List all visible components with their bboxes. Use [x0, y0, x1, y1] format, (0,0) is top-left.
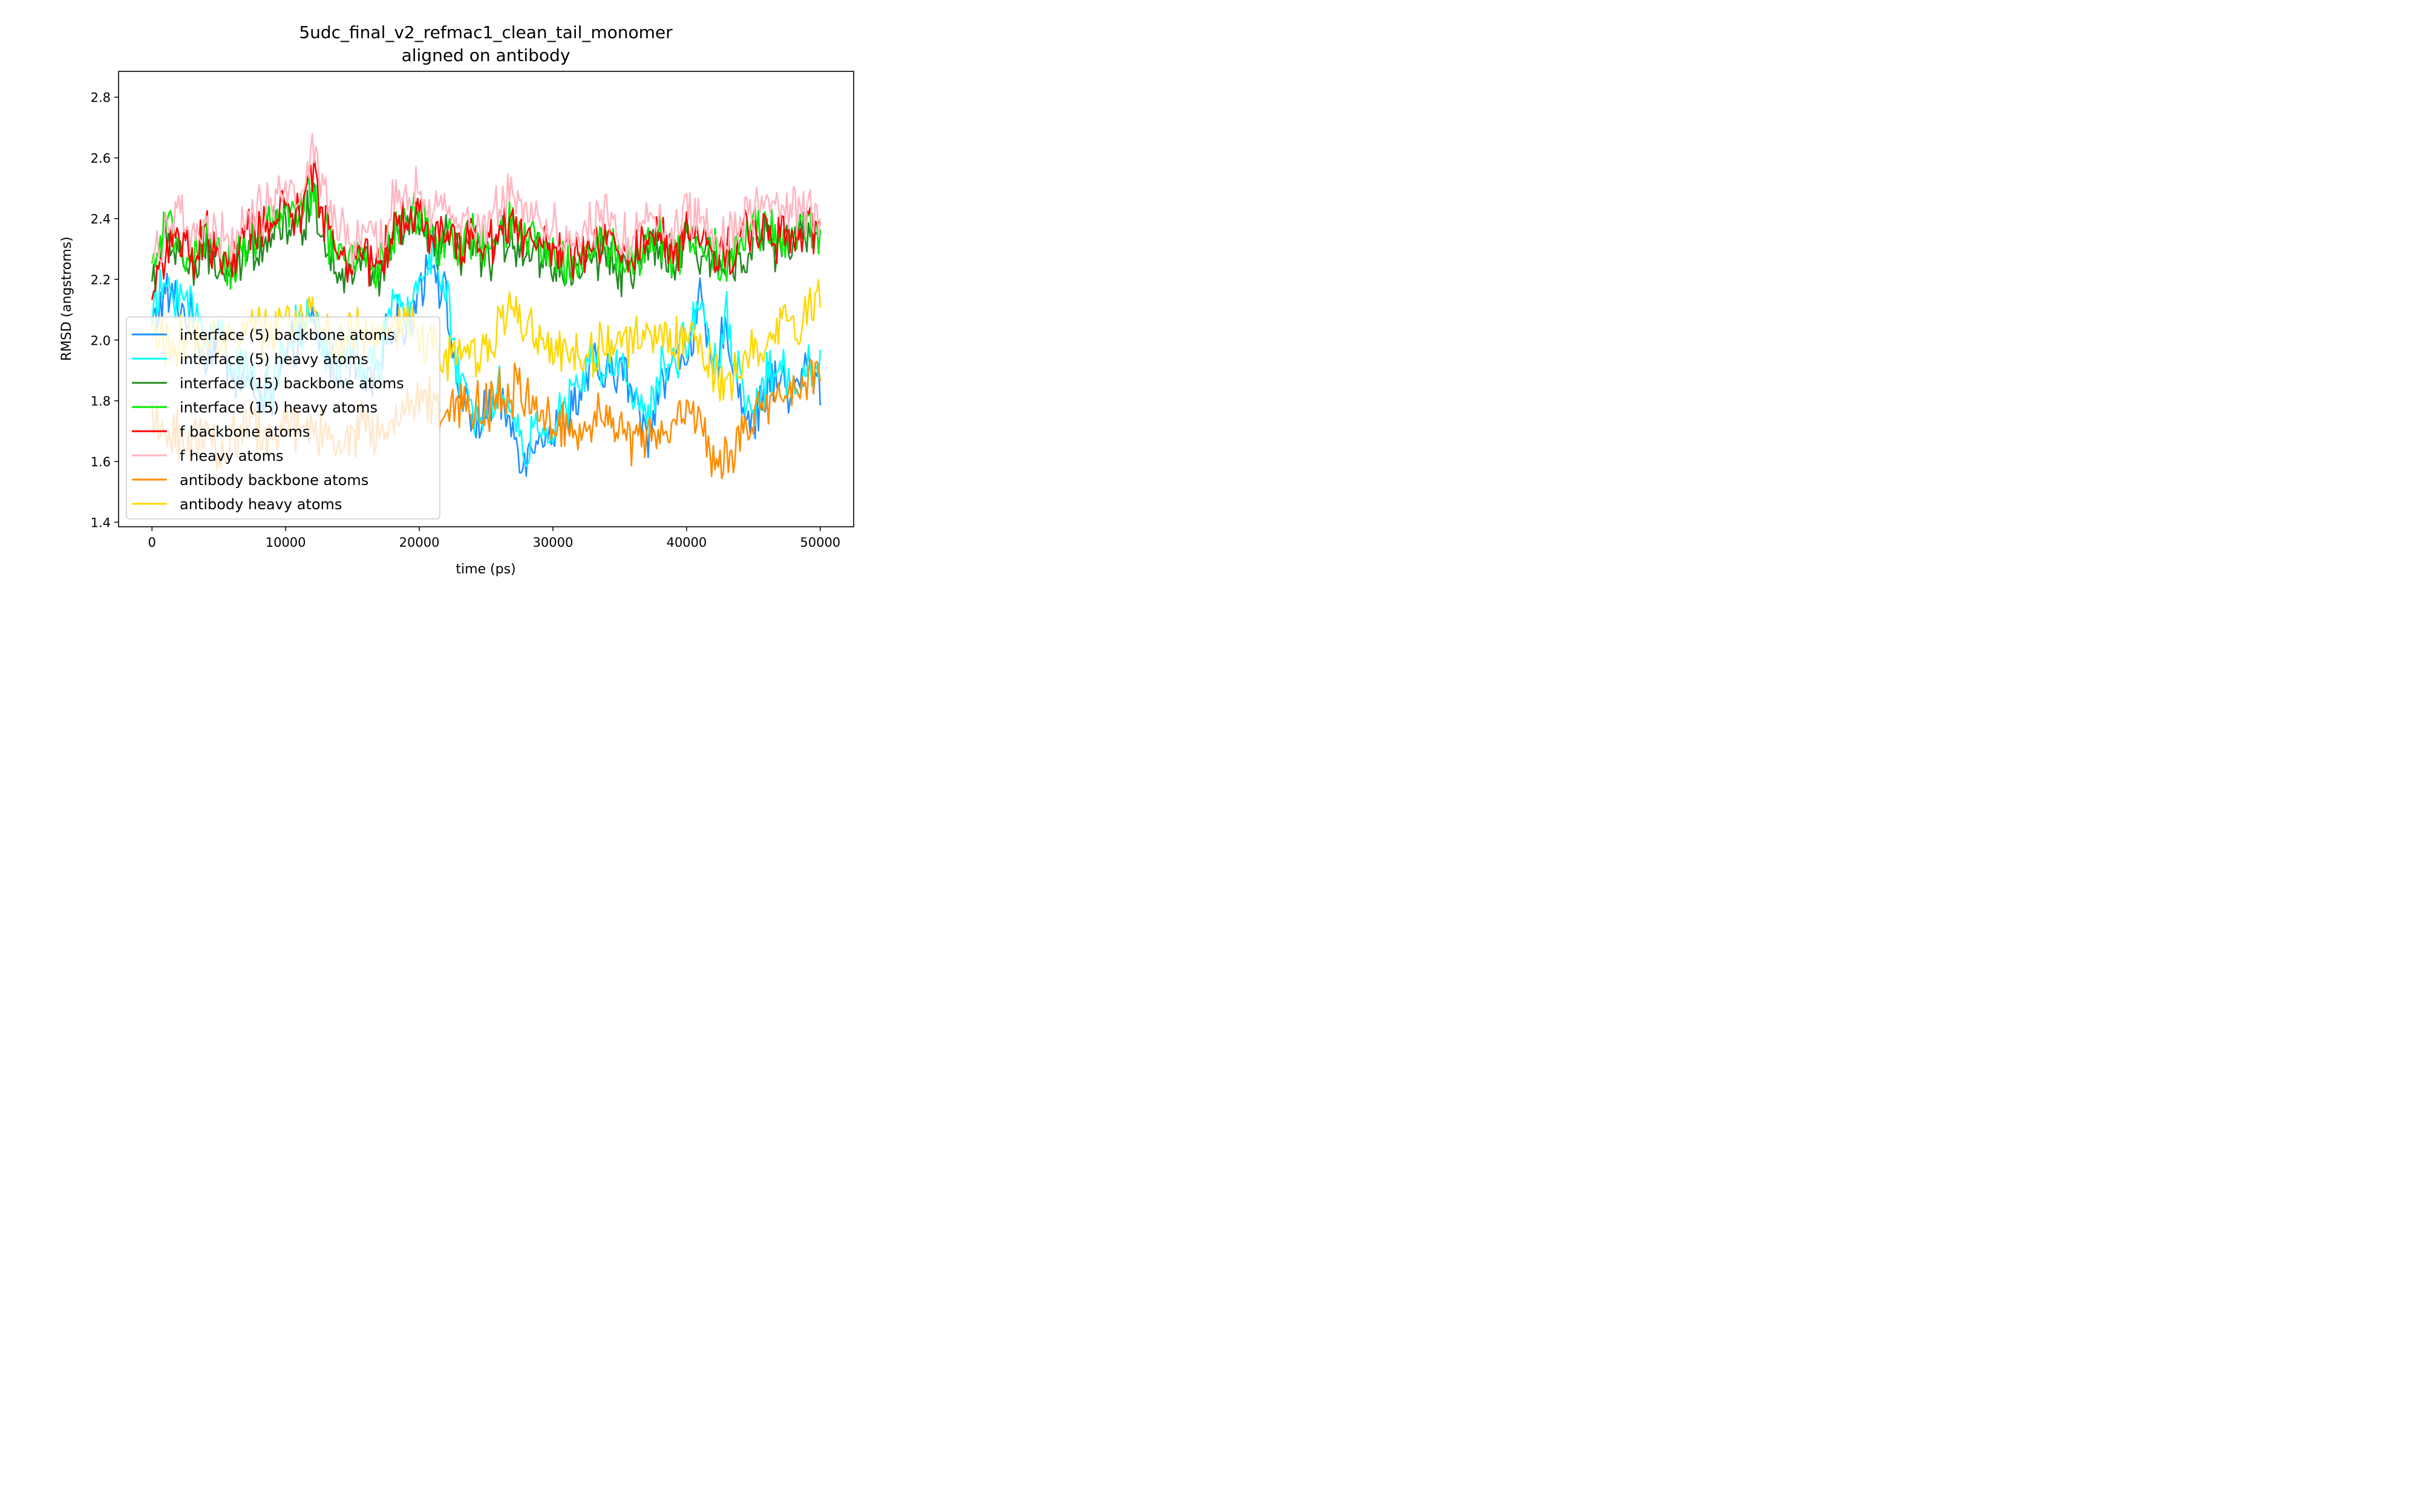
legend-entry-label: antibody heavy atoms: [180, 496, 342, 513]
rmsd-chart: 5udc_final_v2_refmac1_clean_tail_monomer…: [0, 0, 934, 584]
legend-box: [126, 316, 440, 520]
y-tick-label: 2.0: [91, 333, 111, 348]
y-tick-label: 1.4: [91, 515, 111, 530]
x-axis: 0 10000 20000 30000 40000 50000: [148, 527, 840, 550]
legend-entry-label: interface (15) heavy atoms: [180, 399, 378, 416]
y-tick-label: 2.6: [91, 151, 111, 166]
y-axis: 1.4 1.6 1.8 2.0 2.2 2.4 2.6 2.8: [91, 91, 119, 530]
x-axis-label: time (ps): [456, 562, 515, 577]
x-tick-label: 30000: [533, 535, 574, 550]
legend-entry-label: interface (5) heavy atoms: [180, 351, 368, 368]
legend-entry-label: f backbone atoms: [180, 423, 310, 440]
legend-entry-label: antibody backbone atoms: [180, 472, 368, 489]
series-line: [152, 133, 822, 270]
x-tick-label: 0: [148, 535, 156, 550]
y-tick-label: 2.8: [91, 91, 111, 105]
x-tick-label: 50000: [800, 535, 840, 550]
chart-subtitle: aligned on antibody: [402, 45, 571, 65]
y-tick-label: 2.4: [91, 212, 111, 226]
plot-frame: [118, 71, 854, 527]
legend-entry-label: interface (15) backbone atoms: [180, 375, 404, 392]
chart-title: 5udc_final_v2_refmac1_clean_tail_monomer: [299, 22, 673, 42]
legend-entry-label: interface (5) backbone atoms: [180, 327, 395, 344]
legend: interface (5) backbone atoms interface (5…: [126, 316, 440, 520]
y-tick-label: 1.8: [91, 394, 111, 409]
x-tick-label: 40000: [666, 535, 707, 550]
x-tick-label: 10000: [266, 535, 306, 550]
y-tick-label: 1.6: [91, 455, 111, 469]
y-tick-label: 2.2: [91, 273, 111, 287]
chart-canvas: 5udc_final_v2_refmac1_clean_tail_monomer…: [0, 0, 934, 584]
x-tick-label: 20000: [399, 535, 440, 550]
legend-entry-label: f heavy atoms: [180, 448, 283, 464]
y-axis-label: RMSD (angstroms): [59, 236, 74, 361]
